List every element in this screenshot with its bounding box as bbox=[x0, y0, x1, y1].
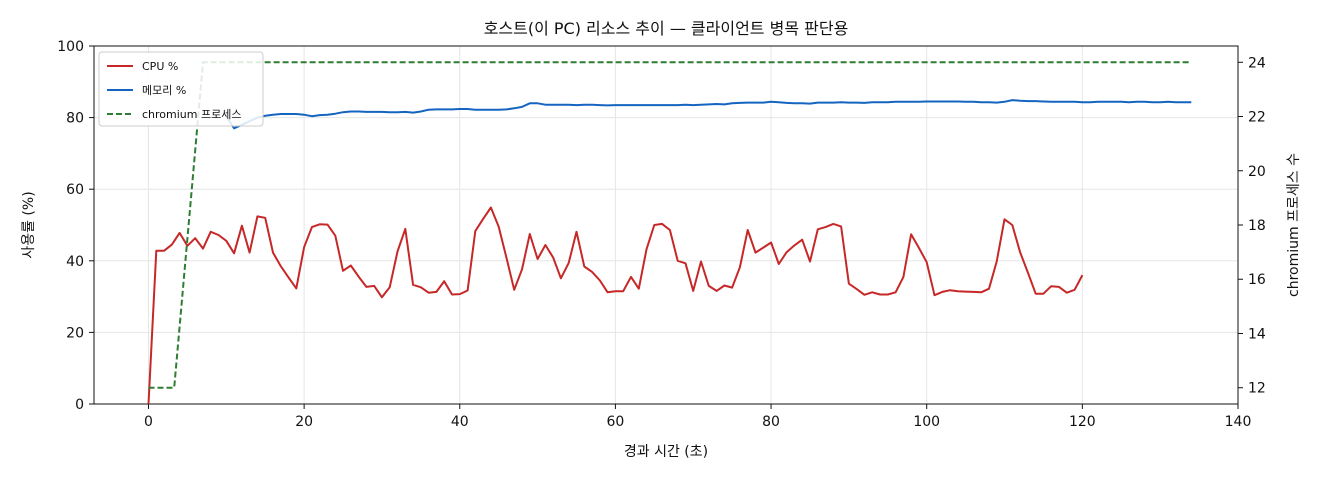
x-axis-ticks: 0 20 40 60 80 100 120 140 bbox=[144, 404, 1251, 430]
series-line-1 bbox=[225, 99, 1192, 130]
x-tick-label: 40 bbox=[451, 414, 469, 430]
x-axis-label: 경과 시간 (초) bbox=[624, 444, 708, 460]
plot-frame bbox=[93, 45, 1239, 405]
y-right-axis-label: chromium 프로세스 수 bbox=[1286, 153, 1302, 297]
y-right-axis-ticks: 12 14 16 18 20 22 24 bbox=[1238, 55, 1266, 397]
series-line-0 bbox=[147, 206, 1084, 405]
x-tick-label: 140 bbox=[1225, 414, 1252, 430]
x-tick-label: 0 bbox=[144, 414, 153, 430]
series-layer bbox=[147, 61, 1192, 405]
y-right-tick-label: 12 bbox=[1248, 381, 1266, 397]
x-tick-label: 20 bbox=[295, 414, 313, 430]
y-right-tick-label: 16 bbox=[1248, 272, 1266, 288]
y-tick-label: 60 bbox=[66, 182, 84, 198]
legend-box bbox=[98, 51, 264, 127]
legend-label-2: chromium 프로세스 bbox=[142, 108, 241, 121]
grid bbox=[94, 46, 1238, 404]
y-tick-label: 100 bbox=[57, 39, 84, 55]
legend: CPU % 메모리 % chromium 프로세스 bbox=[98, 51, 264, 127]
y-right-tick-label: 14 bbox=[1248, 326, 1266, 342]
y-right-tick-label: 24 bbox=[1248, 55, 1266, 71]
chart-title: 호스트(이 PC) 리소스 추이 — 클라이언트 병목 판단용 bbox=[484, 19, 849, 38]
series-line-2 bbox=[148, 61, 1192, 389]
y-tick-label: 80 bbox=[66, 111, 84, 127]
legend-label-1: 메모리 % bbox=[142, 84, 186, 97]
x-tick-label: 60 bbox=[607, 414, 625, 430]
y-right-tick-label: 18 bbox=[1248, 218, 1266, 234]
y-axis-ticks: 0 20 40 60 80 100 bbox=[57, 39, 94, 413]
y-tick-label: 20 bbox=[66, 325, 84, 341]
x-tick-label: 120 bbox=[1069, 414, 1096, 430]
y-tick-label: 40 bbox=[66, 254, 84, 270]
y-tick-label: 0 bbox=[75, 397, 84, 413]
x-tick-label: 100 bbox=[913, 414, 940, 430]
x-tick-label: 80 bbox=[762, 414, 780, 430]
legend-label-0: CPU % bbox=[142, 60, 178, 73]
y-right-tick-label: 22 bbox=[1248, 110, 1266, 126]
y-right-tick-label: 20 bbox=[1248, 164, 1266, 180]
y-axis-label: 사용률 (%) bbox=[21, 191, 37, 258]
